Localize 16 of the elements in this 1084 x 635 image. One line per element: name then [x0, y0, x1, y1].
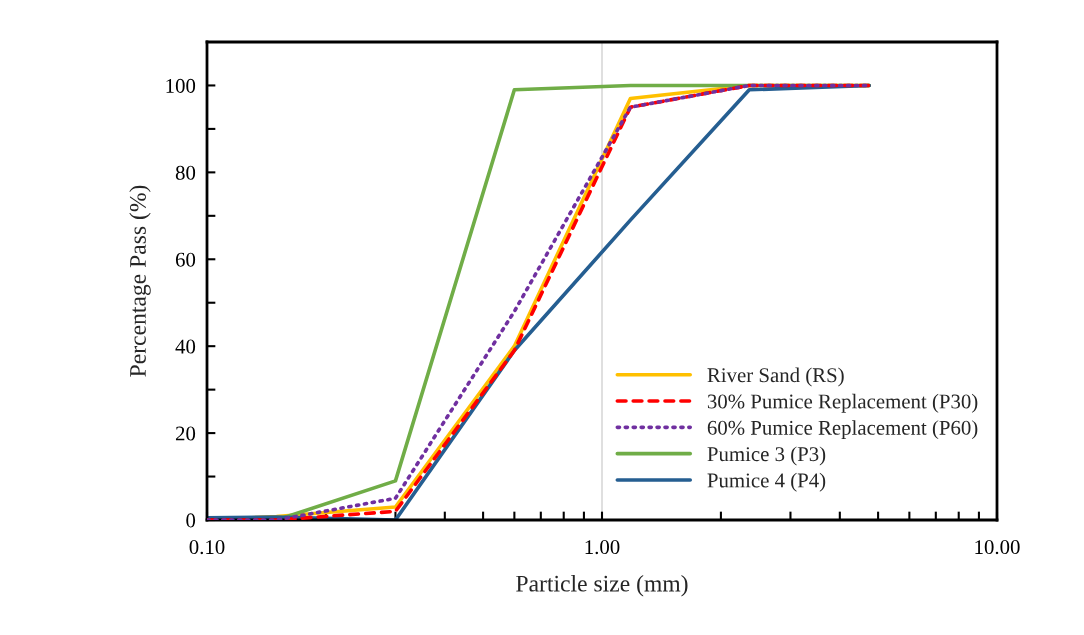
y-tick-label: 100	[166, 78, 196, 93]
y-tick-label: 40	[175, 339, 196, 354]
y-tick-label: 0	[186, 513, 196, 528]
y-tick-label: 20	[175, 426, 196, 441]
x-tick-label: 10.00	[975, 540, 1020, 555]
y-tick-label: 80	[175, 165, 196, 180]
legend-label: River Sand (RS)	[707, 367, 844, 387]
x-tick-label: 0.10	[189, 540, 225, 555]
x-tick-label: 1.00	[585, 540, 620, 555]
legend-label: 30% Pumice Replacement (P30)	[707, 393, 978, 413]
legend-label: 60% Pumice Replacement (P60)	[707, 420, 978, 440]
y-tick-label: 60	[175, 252, 196, 267]
legend-label: Pumice 3 (P3)	[707, 446, 826, 466]
y-axis-title: Percentage Pass (%)	[129, 185, 151, 377]
x-axis-title: Particle size (mm)	[516, 575, 688, 597]
legend-label: Pumice 4 (P4)	[707, 472, 826, 492]
